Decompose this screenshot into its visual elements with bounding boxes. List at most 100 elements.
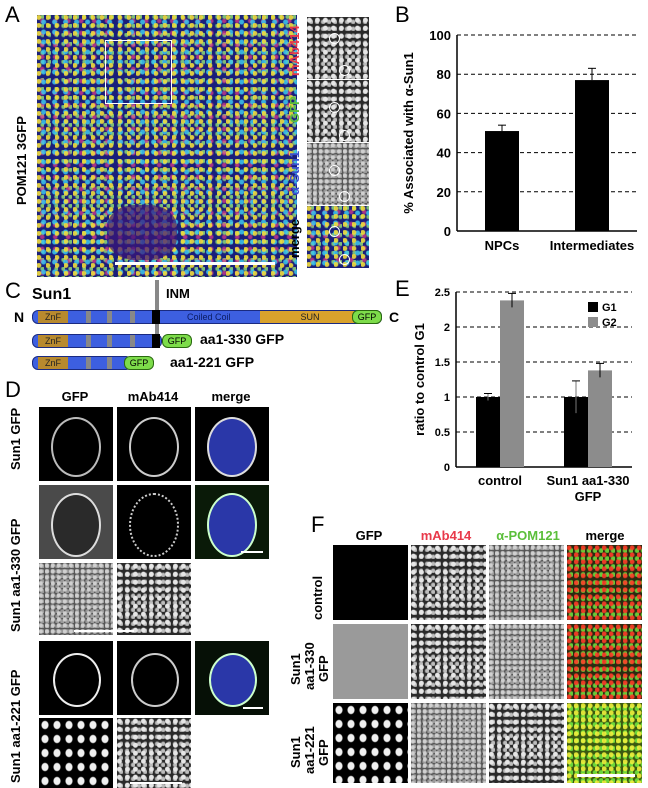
bar-g2 — [500, 300, 524, 467]
panel-a-ylabel: POM121 3GFP — [14, 116, 29, 205]
gray-stripe — [86, 335, 91, 347]
f-row-label-aa1-221-l2: aa1-221 — [302, 726, 317, 774]
construct-label-aa1-221: aa1-221 GFP — [170, 354, 255, 370]
inset-mab414 — [307, 17, 369, 79]
gfp-tag: GFP — [352, 310, 382, 324]
panel-label-f: F — [311, 512, 325, 537]
coiled-coil-label: Coiled Coil — [187, 312, 231, 322]
d-header-merge: merge — [211, 389, 251, 404]
f-aa1-221-mab414 — [411, 703, 486, 783]
bar-g2 — [588, 370, 612, 467]
f-control-apom121 — [489, 545, 564, 620]
tm-domain — [152, 334, 160, 348]
d-aa1-330-gfp-zoom — [39, 563, 113, 635]
bar — [485, 131, 519, 231]
circle-marker — [339, 65, 350, 76]
f-row-label-aa1-221-l1: Sun1 — [288, 736, 303, 768]
sun-domain: SUN — [260, 311, 360, 323]
gfp-tag: GFP — [162, 334, 192, 348]
chart-b: 0 20 40 60 80 100 NPCs Intermediates % Associate… — [401, 28, 637, 253]
construct-label-aa1-330: aa1-330 GFP — [200, 331, 285, 347]
construct-aa1-330: ZnF GFP — [32, 334, 192, 348]
f-aa1-330-gfp — [333, 624, 408, 699]
f-aa1-221-gfp — [333, 703, 408, 783]
f-aa1-330-merge — [567, 624, 642, 699]
construct-aa1-221: ZnF GFP — [32, 356, 162, 370]
y-tick-label: 0 — [444, 462, 450, 474]
panel-a-zoom-box — [105, 40, 172, 104]
panel-label-b: B — [395, 2, 410, 27]
d-aa1-330-gfp — [39, 485, 113, 559]
x-tick-label: GFP — [575, 489, 602, 504]
inset-label-gfp: GFP — [287, 96, 302, 123]
panel-c-n-label: N — [14, 309, 25, 325]
d-aa1-330-merge — [195, 485, 269, 559]
scale-bar — [130, 782, 182, 784]
f-header-apom121: α-POM121 — [496, 528, 560, 543]
circle-marker — [339, 130, 350, 141]
nucleus-outline — [129, 493, 179, 557]
inset-merge — [307, 206, 369, 268]
znf-domain: ZnF — [38, 357, 68, 369]
y-axis-label: ratio to control G1 — [412, 323, 427, 436]
d-row-label-aa1-221: Sun1 aa1-221 GFP — [8, 669, 23, 783]
d-row-label-sun1-gfp: Sun1 GFP — [8, 407, 23, 470]
scale-bar — [577, 774, 635, 777]
znf-domain: ZnF — [38, 311, 68, 323]
f-control-mab414 — [411, 545, 486, 620]
y-tick-label: 100 — [429, 28, 451, 43]
d-aa1-221-gfp — [39, 641, 113, 715]
scale-bar — [115, 262, 275, 265]
circle-marker — [339, 191, 350, 202]
gray-stripe — [107, 311, 112, 323]
d-aa1-221-gfp-zoom — [39, 718, 113, 788]
nucleus-outline — [131, 653, 179, 707]
f-control-merge — [567, 545, 642, 620]
d-header-mab414: mAb414 — [127, 389, 179, 404]
y-tick-label: 2.5 — [435, 287, 450, 299]
y-tick-label: 1.5 — [435, 357, 450, 369]
x-tick-label: Sun1 aa1-330 — [546, 473, 629, 488]
panel-label-e: E — [395, 276, 410, 301]
inset-label-mab414: mAb414 — [287, 25, 302, 76]
d-aa1-221-mab414-zoom — [117, 718, 191, 788]
x-tick-label: NPCs — [485, 238, 520, 253]
circle-marker — [339, 254, 350, 265]
scale-bar — [241, 551, 263, 553]
nucleus-outline — [53, 653, 101, 707]
y-tick-label: 60 — [437, 106, 451, 121]
d-header-gfp: GFP — [61, 389, 89, 404]
tm-domain — [152, 310, 160, 324]
nucleus-outline — [207, 417, 257, 477]
d-aa1-221-merge — [195, 641, 269, 715]
circle-marker — [329, 226, 340, 237]
panel-label-a: A — [5, 2, 20, 27]
znf-domain: ZnF — [38, 335, 68, 347]
f-row-label-aa1-330-l3: GFP — [316, 655, 331, 682]
d-aa1-221-mab414 — [117, 641, 191, 715]
bar-g1 — [476, 397, 500, 467]
legend-label-g2: G2 — [602, 317, 617, 329]
gray-stripe — [86, 311, 91, 323]
x-tick-label: Intermediates — [550, 238, 635, 253]
x-tick-label: control — [478, 473, 522, 488]
inset-label-asun1: α-Sun1 — [287, 150, 302, 195]
panel-label-c: C — [5, 278, 21, 303]
f-aa1-330-apom121 — [489, 624, 564, 699]
d-sun1-gfp-mab414 — [117, 407, 191, 481]
gray-stripe — [130, 311, 135, 323]
f-row-label-aa1-330-l1: Sun1 — [288, 653, 303, 685]
panel-label-d: D — [5, 377, 21, 402]
f-row-label-aa1-330-l2: aa1-330 — [302, 642, 317, 690]
nucleus-outline — [207, 493, 257, 557]
inset-gfp — [307, 80, 369, 142]
y-tick-label: 0 — [444, 224, 451, 239]
f-aa1-221-merge — [567, 703, 642, 783]
panel-c-inm-label: INM — [166, 286, 190, 301]
panel-c-title: Sun1 — [32, 286, 72, 303]
nucleus-outline — [51, 417, 101, 477]
nucleus-outline — [209, 653, 257, 707]
f-header-gfp: GFP — [355, 528, 383, 543]
scale-bar — [74, 630, 134, 632]
